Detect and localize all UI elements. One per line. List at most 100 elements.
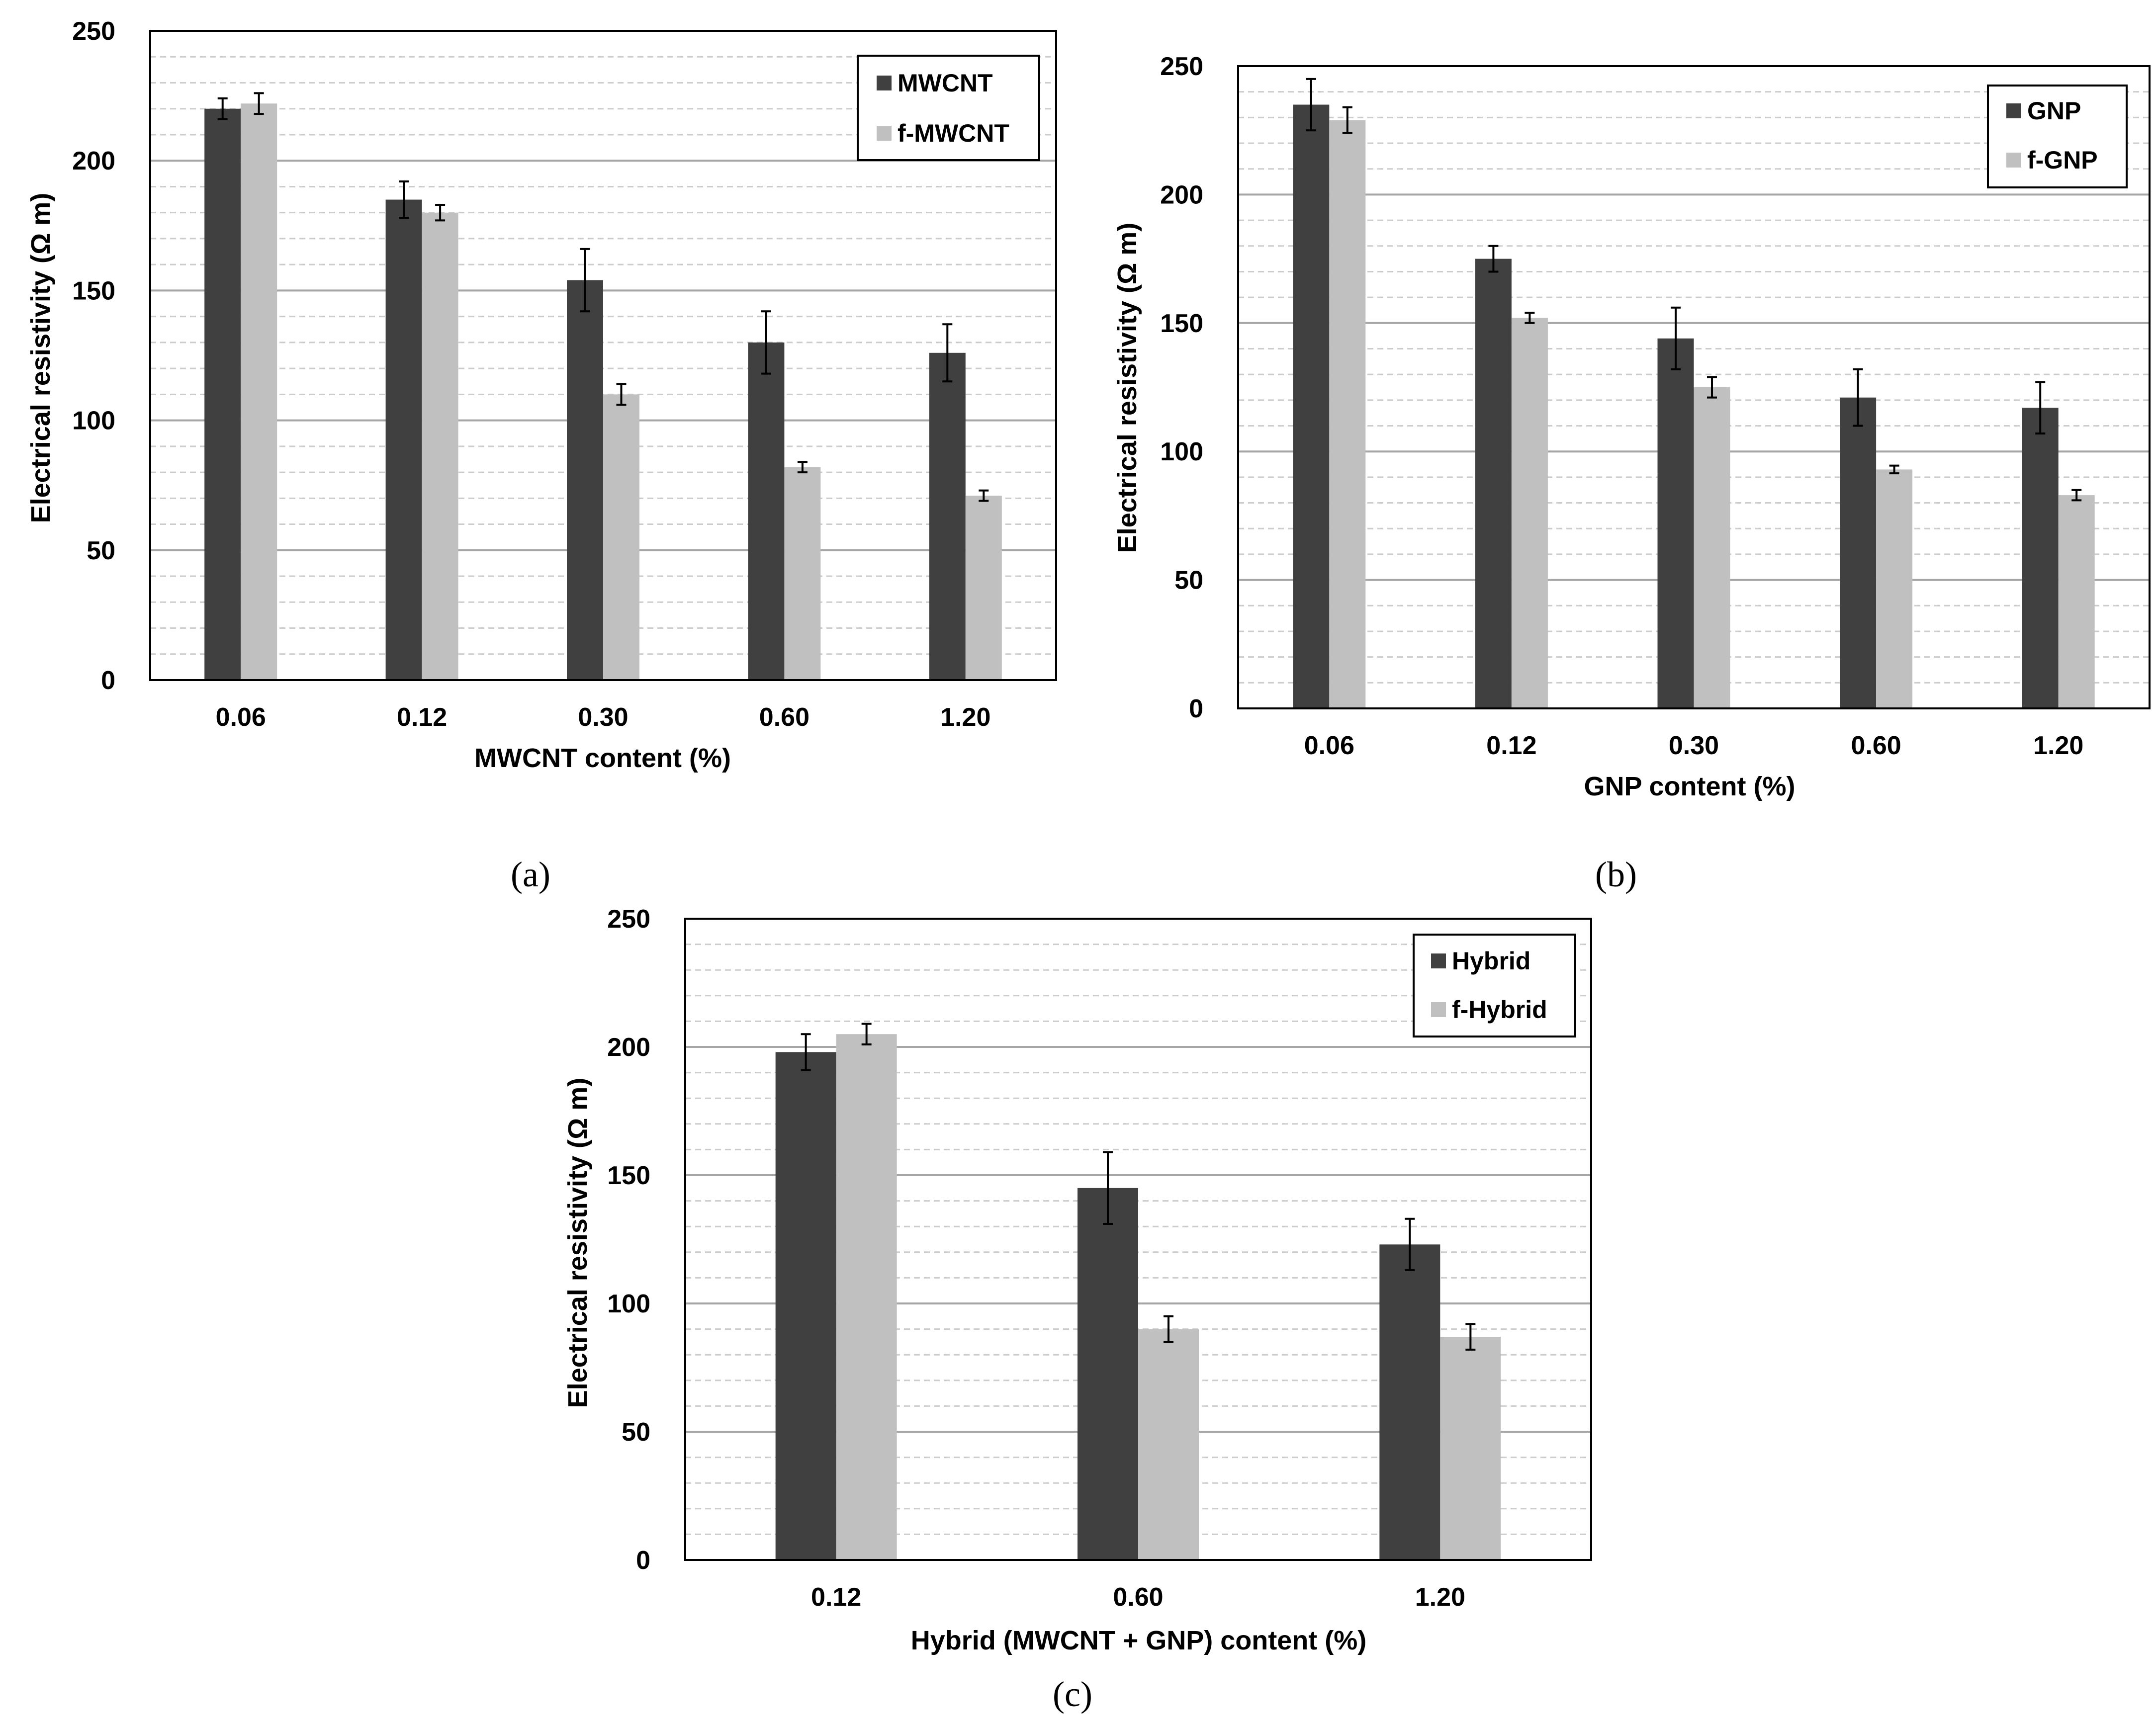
chart-a-bar-mwcnt-0_06	[204, 108, 241, 681]
chart-c-caption: (c)	[1053, 1674, 1092, 1714]
chart-a-bar-f-mwcnt-0_12	[422, 212, 458, 680]
chart-b-caption: (b)	[1595, 855, 1637, 894]
chart-b-bar-gnp-0_12	[1475, 259, 1512, 708]
chart-a-xtick-label: 0.06	[216, 703, 266, 732]
chart-b-plot-frame	[1237, 65, 2151, 709]
chart-a-legend-swatch-f-mwcnt	[877, 126, 892, 141]
chart-a-xtick-label: 0.12	[397, 703, 447, 732]
chart-c-legend-swatch-f-hybrid	[1431, 1002, 1446, 1017]
chart-c-legend-box	[1413, 934, 1576, 1037]
chart-b-errorbar-f-gnp-0_12	[1525, 312, 1535, 324]
chart-c-xlabel: Hybrid (MWCNT + GNP) content (%)	[911, 1626, 1366, 1655]
chart-a-bar-mwcnt-0_30	[567, 280, 603, 680]
chart-c-plot-frame	[684, 918, 1592, 1561]
chart-c-ytick-label: 250	[607, 905, 650, 934]
chart-c-errorbar-hybrid-0_60	[1103, 1151, 1113, 1225]
chart-c-xtick-label: 0.12	[811, 1583, 861, 1612]
chart-c-ytick-label: 100	[607, 1290, 650, 1318]
chart-b-ytick-label: 250	[1160, 52, 1203, 81]
chart-c-legend-swatch-hybrid	[1431, 953, 1446, 968]
chart-b-bar-f-gnp-1_20	[2058, 495, 2095, 708]
chart-a-bar-f-mwcnt-0_60	[784, 467, 821, 680]
chart-a-bar-f-mwcnt-0_06	[241, 103, 277, 681]
chart-a-ytick-label: 150	[72, 276, 115, 305]
chart-b-bar-f-gnp-0_06	[1329, 120, 1366, 709]
chart-b-legend-swatch-gnp	[2006, 103, 2021, 118]
chart-c-ytick-label: 200	[607, 1033, 650, 1062]
chart-a-ytick-label: 200	[72, 147, 115, 175]
chart-a-bar-f-mwcnt-0_30	[603, 394, 639, 680]
chart-b-bar-f-gnp-0_30	[1694, 387, 1730, 708]
chart-b-errorbar-f-gnp-1_20	[2071, 489, 2082, 502]
chart-a-errorbar-mwcnt-0_30	[580, 248, 590, 313]
chart-a-ylabel: Electrical resistivity (Ω m)	[26, 193, 56, 523]
chart-b: 0 50 100 150 200 250 0.06 0.12 0.30 0.60 1.20 Ele…	[1112, 52, 2151, 894]
chart-c-bar-hybrid-0_12	[775, 1052, 836, 1560]
chart-b-xtick-label: 0.60	[1851, 731, 1901, 760]
chart-c-errorbar-hybrid-0_12	[801, 1033, 811, 1071]
chart-b-errorbar-gnp-1_20	[2035, 381, 2046, 435]
chart-b-errorbar-gnp-0_06	[1306, 78, 1316, 132]
chart-b-bar-gnp-1_20	[2022, 408, 2059, 708]
chart-b-bar-gnp-0_06	[1293, 104, 1330, 708]
chart-c: 0 50 100 150 200 250 0.12 0.60 1.20 Electrical …	[563, 905, 1592, 1714]
chart-a-ytick-label: 100	[72, 407, 115, 435]
chart-b-errorbar-f-gnp-0_06	[1342, 106, 1352, 134]
chart-a-bar-f-mwcnt-1_20	[965, 496, 1002, 680]
chart-a-legend-label-f-mwcnt: f-MWCNT	[898, 119, 1009, 147]
chart-a-xtick-label: 1.20	[940, 703, 990, 732]
chart-a-errorbar-f-mwcnt-0_30	[616, 383, 627, 406]
chart-a-xtick-label: 0.60	[759, 703, 809, 732]
chart-c-bar-f-hybrid-0_12	[836, 1034, 897, 1560]
chart-b-xtick-label: 0.06	[1304, 731, 1354, 760]
chart-c-legend: Hybrid f-Hybrid	[1413, 934, 1576, 1037]
chart-b-errorbar-f-gnp-0_30	[1707, 376, 1717, 399]
chart-a-errorbar-f-mwcnt-0_12	[435, 204, 446, 222]
chart-c-bar-hybrid-1_20	[1379, 1244, 1440, 1560]
chart-b-legend-label-gnp: GNP	[2027, 97, 2081, 125]
chart-c-ytick-label: 150	[607, 1161, 650, 1190]
chart-a-caption: (a)	[511, 855, 550, 894]
chart-c-xtick-label: 0.60	[1113, 1583, 1163, 1612]
chart-a: 0 50 100 150 200 250 0.06 0.12 0.30 0.60 1.20 Ele…	[26, 17, 1057, 894]
chart-c-bar-hybrid-0_60	[1078, 1188, 1138, 1560]
chart-c-ytick-label: 50	[622, 1418, 650, 1447]
chart-c-bar-f-hybrid-1_20	[1440, 1337, 1501, 1560]
chart-a-plot-frame	[149, 30, 1057, 681]
chart-a-errorbar-f-mwcnt-1_20	[979, 489, 989, 502]
chart-a-xtick-label: 0.30	[578, 703, 628, 732]
chart-b-ytick-label: 50	[1174, 566, 1203, 595]
chart-a-errorbar-f-mwcnt-0_60	[797, 461, 808, 474]
chart-b-bar-f-gnp-0_12	[1511, 318, 1548, 708]
chart-b-legend-box	[1987, 85, 2128, 188]
chart-b-legend: GNP f-GNP	[1987, 85, 2128, 188]
chart-a-errorbar-mwcnt-0_06	[217, 97, 228, 120]
chart-a-errorbar-mwcnt-1_20	[942, 323, 953, 383]
chart-b-errorbar-gnp-0_12	[1488, 245, 1499, 273]
chart-a-ytick-label: 50	[87, 536, 115, 565]
chart-c-legend-label-hybrid: Hybrid	[1452, 947, 1530, 975]
chart-c-errorbar-f-hybrid-1_20	[1465, 1323, 1476, 1351]
chart-b-xlabel: GNP content (%)	[1584, 772, 1795, 801]
chart-b-legend-swatch-f-gnp	[2006, 153, 2021, 168]
chart-b-xtick-label: 0.30	[1669, 731, 1719, 760]
chart-c-ytick-label: 0	[636, 1546, 650, 1575]
chart-b-errorbar-gnp-0_60	[1853, 368, 1863, 427]
chart-b-ytick-label: 100	[1160, 437, 1203, 466]
chart-a-bar-mwcnt-0_12	[385, 199, 422, 680]
chart-a-legend-box	[857, 55, 1040, 161]
chart-b-xtick-label: 0.12	[1486, 731, 1536, 760]
chart-a-legend-swatch-mwcnt	[877, 76, 892, 90]
chart-b-bar-gnp-0_30	[1657, 338, 1694, 708]
chart-b-errorbar-gnp-0_30	[1671, 306, 1681, 370]
chart-a-ytick-label: 250	[72, 17, 115, 46]
chart-b-ytick-label: 200	[1160, 180, 1203, 209]
chart-b-ytick-label: 150	[1160, 309, 1203, 338]
chart-b-errorbar-f-gnp-0_60	[1889, 464, 1899, 475]
chart-b-xtick-label: 1.20	[2033, 731, 2083, 760]
chart-c-errorbar-f-hybrid-0_12	[861, 1023, 872, 1045]
chart-c-ylabel: Electrical resistivity (Ω m)	[563, 1078, 593, 1408]
chart-a-errorbar-f-mwcnt-0_06	[254, 92, 264, 115]
chart-a-errorbar-mwcnt-0_60	[761, 310, 771, 375]
chart-b-ylabel: Electrical resistivity (Ω m)	[1112, 223, 1142, 553]
